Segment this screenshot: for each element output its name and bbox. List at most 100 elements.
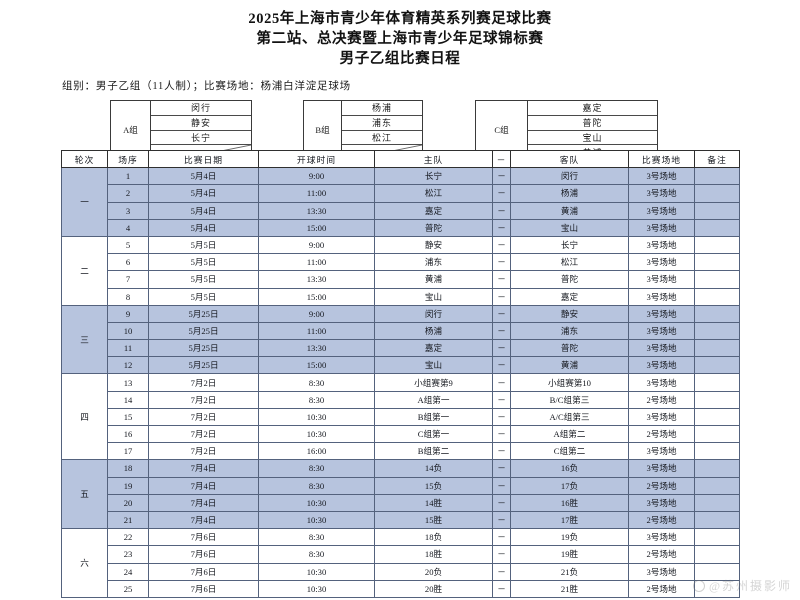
- cell-away-team: C组第二: [510, 442, 629, 461]
- cell-order: 11: [107, 339, 149, 358]
- cell-home-team: 黄浦: [374, 270, 493, 289]
- table-row: 15 7月2日 10:30 B组第一－ A/C组第三 3号场地: [62, 407, 740, 427]
- cell-away-team: 静安: [510, 304, 629, 323]
- cell-note: [694, 493, 740, 512]
- cell-dash: －: [492, 510, 511, 530]
- cell-dash: －: [492, 579, 511, 598]
- cell-time: 10:30: [258, 579, 375, 598]
- cell-away-team: 长宁: [510, 235, 629, 255]
- cell-dash: －: [492, 528, 511, 547]
- table-row: 14 7月2日 8:30 A组第一－ B/C组第三 2号场地: [62, 390, 740, 409]
- cell-dash: －: [492, 321, 511, 341]
- cell-order: 25: [107, 579, 149, 598]
- cell-venue: 3号场地: [628, 459, 695, 478]
- cell-home-team: A组第一: [374, 390, 493, 409]
- cell-dash: －: [492, 442, 511, 461]
- cell-home-team: 杨浦: [374, 321, 493, 341]
- cell-note: [694, 235, 740, 255]
- cell-order: 16: [107, 424, 149, 444]
- col-header-home: 主队: [374, 149, 493, 169]
- cell-time: 10:30: [258, 562, 375, 581]
- table-row: 四 13 7月2日 8:30 小组赛第9 －小组赛第10 3号场地: [61, 373, 740, 461]
- cell-order: 12: [107, 356, 149, 375]
- cell-time: 16:00: [258, 442, 375, 461]
- cell-venue: 3号场地: [628, 235, 695, 255]
- cell-note: [694, 579, 740, 598]
- table-row: 17 7月2日 16:00 B组第二－ C组第二 3号场地: [62, 442, 740, 461]
- cell-date: 5月4日: [148, 218, 259, 237]
- table-row: 6 5月5日 11:00 浦东－松江 3号场地: [62, 253, 740, 272]
- cell-dash: －: [492, 167, 511, 186]
- cell-home-team: 嘉定: [374, 201, 493, 220]
- col-header-venue: 比赛场地: [628, 149, 695, 169]
- cell-home-team: B组第二: [374, 442, 493, 461]
- cell-note: [694, 218, 740, 237]
- table-row: 20 7月4日 10:30 14胜－ 16胜 3号场地: [62, 493, 740, 512]
- group-team: 静安: [151, 116, 251, 131]
- cell-time: 8:30: [258, 476, 375, 495]
- table-row: 16 7月2日 10:30 C组第一－ A组第二 2号场地: [62, 424, 740, 444]
- cell-date: 7月2日: [148, 424, 259, 444]
- cell-note: [694, 356, 740, 375]
- table-row: 25 7月6日 10:30 20胜－ 21胜 2号场地: [62, 579, 740, 598]
- schedule-table-wrap: 轮次 场序 比赛日期 开球时间 主队 － 客队 比赛场地 备注 一 1 5月4日 9:…: [61, 149, 740, 598]
- table-row: 二 5 5月5日 9:00 静安－长宁 3号场地: [61, 235, 740, 306]
- cell-home-team: 15负: [374, 476, 493, 495]
- cell-order: 9: [107, 304, 149, 323]
- cell-home-team: 闵行: [374, 304, 493, 323]
- col-header-order: 场序: [107, 149, 149, 169]
- cell-home-team: 14负: [374, 459, 493, 478]
- cell-order: 4: [107, 218, 149, 237]
- cell-date: 7月2日: [148, 407, 259, 427]
- cell-date: 5月25日: [148, 321, 259, 341]
- cell-note: [694, 304, 740, 323]
- cell-note: [694, 545, 740, 564]
- cell-dash: －: [492, 253, 511, 272]
- cell-time: 9:00: [258, 304, 375, 323]
- cell-order: 18: [107, 459, 149, 478]
- col-header-round: 轮次: [61, 149, 108, 169]
- cell-date: 5月5日: [148, 235, 259, 255]
- col-header-date: 比赛日期: [148, 149, 259, 169]
- cell-order: 6: [107, 253, 149, 272]
- cell-venue: 2号场地: [628, 424, 695, 444]
- cell-note: [694, 167, 740, 186]
- cell-time: 8:30: [258, 390, 375, 409]
- cell-time: 15:00: [258, 218, 375, 237]
- table-header: 轮次 场序 比赛日期 开球时间 主队 － 客队 比赛场地 备注: [61, 149, 740, 169]
- cell-order: 15: [107, 407, 149, 427]
- cell-order: 17: [107, 442, 149, 461]
- cell-venue: 3号场地: [628, 287, 695, 306]
- title-block: 2025年上海市青少年体育精英系列赛足球比赛 第二站、总决赛暨上海市青少年足球锦…: [0, 0, 800, 69]
- cell-venue: 3号场地: [628, 304, 695, 323]
- table-row: 7 5月5日 13:30 黄浦－普陀 3号场地: [62, 270, 740, 289]
- cell-order: 7: [107, 270, 149, 289]
- cell-away-team: 杨浦: [510, 184, 629, 203]
- cell-home-team: 小组赛第9: [374, 373, 493, 392]
- cell-time: 10:30: [258, 407, 375, 427]
- table-row: 24 7月6日 10:30 20负－ 21负 3号场地: [62, 562, 740, 581]
- cell-dash: －: [492, 562, 511, 581]
- table-row: 19 7月4日 8:30 15负－ 17负 2号场地: [62, 476, 740, 495]
- cell-date: 5月25日: [148, 304, 259, 323]
- cell-away-team: 19胜: [510, 545, 629, 564]
- cell-venue: 2号场地: [628, 545, 695, 564]
- cell-home-team: 20胜: [374, 579, 493, 598]
- cell-order: 21: [107, 510, 149, 530]
- cell-time: 8:30: [258, 373, 375, 392]
- cell-round: 四: [61, 373, 108, 461]
- cell-dash: －: [492, 545, 511, 564]
- cell-dash: －: [492, 424, 511, 444]
- cell-away-team: 黄浦: [510, 356, 629, 375]
- cell-home-team: 嘉定: [374, 339, 493, 358]
- cell-note: [694, 339, 740, 358]
- cell-time: 10:30: [258, 493, 375, 512]
- cell-venue: 3号场地: [628, 339, 695, 358]
- cell-away-team: 宝山: [510, 218, 629, 237]
- cell-note: [694, 510, 740, 530]
- cell-date: 7月6日: [148, 579, 259, 598]
- group-team: 松江: [342, 131, 422, 146]
- table-body: 一 1 5月4日 9:00 长宁－闵行 3号场地 2 5月4日 11:00 松江－杨浦 3号场地 3 5…: [61, 167, 740, 598]
- cell-date: 7月4日: [148, 493, 259, 512]
- cell-time: 13:30: [258, 201, 375, 220]
